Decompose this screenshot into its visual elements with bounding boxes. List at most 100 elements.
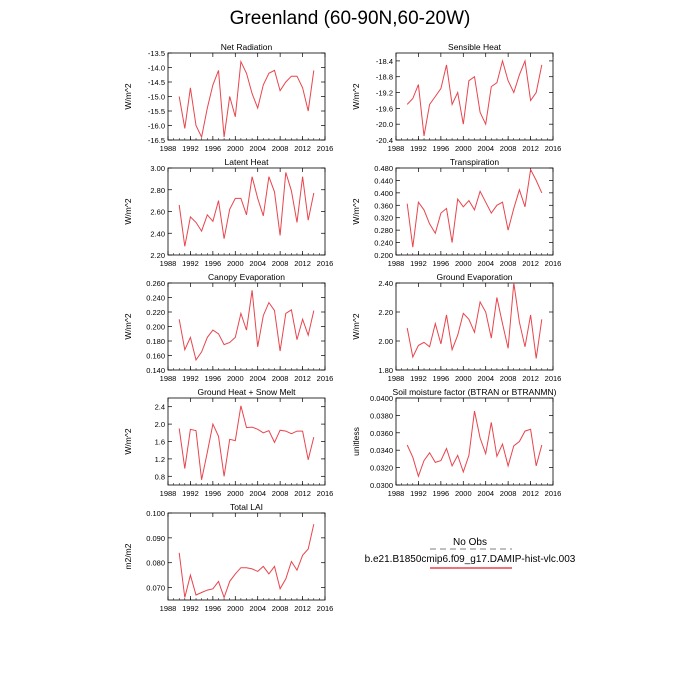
x-tick-label: 1992 bbox=[182, 259, 199, 268]
legend-label-model: b.e21.B1850cmip6.f09_g17.DAMIP-hist-vlc.… bbox=[365, 554, 576, 565]
x-tick-label: 2012 bbox=[522, 489, 539, 498]
y-axis-label: W/m^2 bbox=[123, 198, 133, 224]
panel-title: Total LAI bbox=[230, 502, 263, 512]
y-tick-label: 0.0340 bbox=[370, 446, 393, 455]
x-tick-label: 2000 bbox=[227, 604, 244, 613]
y-tick-label: -19.6 bbox=[376, 104, 393, 113]
x-tick-label: 2000 bbox=[227, 489, 244, 498]
panel-title: Sensible Heat bbox=[448, 42, 502, 52]
y-tick-label: 0.0320 bbox=[370, 464, 393, 473]
x-tick-label: 2008 bbox=[272, 604, 289, 613]
panel-1: Net Radiation W/m^2 1988 1992 1996 2000 2004 20… bbox=[123, 42, 333, 153]
panel-title: Ground Heat + Snow Melt bbox=[197, 387, 296, 397]
x-tick-label: 2004 bbox=[249, 604, 266, 613]
y-tick-label: 0.160 bbox=[146, 352, 165, 361]
x-tick-label: 2004 bbox=[249, 259, 266, 268]
x-tick-label: 2008 bbox=[500, 144, 517, 153]
x-tick-label: 1996 bbox=[205, 144, 222, 153]
y-tick-label: 1.6 bbox=[155, 438, 165, 447]
panel-title: Transpiration bbox=[450, 157, 500, 167]
y-tick-label: -20.4 bbox=[376, 136, 393, 145]
page-title: Greenland (60-90N,60-20W) bbox=[229, 8, 471, 29]
x-tick-label: 1996 bbox=[205, 489, 222, 498]
x-tick-label: 2004 bbox=[249, 374, 266, 383]
y-tick-label: 0.200 bbox=[146, 323, 165, 332]
panel-8: Soil moisture factor (BTRAN or BTRANMN) u… bbox=[351, 387, 561, 498]
panel-6: Ground Evaporation W/m^2 1988 1992 1996 2000 2… bbox=[351, 272, 561, 383]
x-tick-label: 1988 bbox=[160, 604, 177, 613]
y-tick-label: 0.240 bbox=[146, 294, 165, 303]
x-tick-label: 2012 bbox=[294, 259, 311, 268]
x-tick-label: 2016 bbox=[545, 144, 562, 153]
y-tick-label: -19.2 bbox=[376, 89, 393, 98]
series-line bbox=[178, 290, 315, 362]
panel-title: Ground Evaporation bbox=[436, 272, 512, 282]
y-tick-label: 0.400 bbox=[374, 189, 393, 198]
plot-frame bbox=[167, 282, 326, 371]
x-tick-label: 1996 bbox=[205, 259, 222, 268]
x-tick-label: 2016 bbox=[317, 374, 334, 383]
x-tick-label: 1996 bbox=[205, 374, 222, 383]
x-tick-label: 2000 bbox=[227, 259, 244, 268]
y-tick-label: 0.140 bbox=[146, 366, 165, 375]
x-tick-label: 2004 bbox=[477, 374, 494, 383]
x-tick-label: 1996 bbox=[433, 259, 450, 268]
y-axis-label: W/m^2 bbox=[351, 83, 361, 109]
x-tick-label: 1988 bbox=[160, 374, 177, 383]
y-tick-label: 2.40 bbox=[378, 279, 393, 288]
series-line bbox=[178, 59, 315, 139]
x-tick-label: 2012 bbox=[522, 259, 539, 268]
x-tick-label: 1996 bbox=[433, 489, 450, 498]
series-line bbox=[406, 168, 543, 248]
series-line bbox=[406, 410, 543, 478]
y-tick-label: 0.480 bbox=[374, 164, 393, 173]
x-tick-label: 2016 bbox=[545, 259, 562, 268]
y-tick-label: 0.200 bbox=[374, 251, 393, 260]
y-tick-label: 0.240 bbox=[374, 239, 393, 248]
series-line bbox=[178, 524, 315, 600]
series-line bbox=[406, 58, 543, 137]
x-tick-label: 2000 bbox=[227, 144, 244, 153]
x-tick-label: 1992 bbox=[182, 144, 199, 153]
y-tick-label: 0.080 bbox=[146, 559, 165, 568]
y-tick-label: 2.60 bbox=[150, 208, 165, 217]
y-tick-label: -16.0 bbox=[148, 122, 165, 131]
y-tick-label: 0.090 bbox=[146, 534, 165, 543]
y-tick-label: 0.0360 bbox=[370, 429, 393, 438]
x-tick-label: 2012 bbox=[294, 604, 311, 613]
x-tick-label: 2012 bbox=[522, 144, 539, 153]
y-tick-label: 0.100 bbox=[146, 509, 165, 518]
panel-3: Latent Heat W/m^2 1988 1992 1996 2000 2004 2008… bbox=[123, 157, 333, 268]
x-tick-label: 2008 bbox=[272, 489, 289, 498]
y-tick-label: 2.00 bbox=[378, 337, 393, 346]
y-tick-label: 0.440 bbox=[374, 176, 393, 185]
x-tick-label: 2008 bbox=[272, 144, 289, 153]
x-tick-label: 2016 bbox=[317, 489, 334, 498]
x-tick-label: 1992 bbox=[410, 259, 427, 268]
panel-5: Canopy Evaporation W/m^2 1988 1992 1996 2000 2… bbox=[123, 272, 333, 383]
y-tick-label: 2.20 bbox=[150, 251, 165, 260]
x-tick-label: 2016 bbox=[545, 374, 562, 383]
y-axis-label: W/m^2 bbox=[123, 313, 133, 339]
x-tick-label: 1996 bbox=[205, 604, 222, 613]
y-tick-label: 2.0 bbox=[155, 420, 165, 429]
series-line bbox=[406, 282, 543, 359]
plot-frame bbox=[167, 512, 326, 601]
x-tick-label: 2008 bbox=[272, 374, 289, 383]
x-tick-label: 2016 bbox=[545, 489, 562, 498]
y-axis-label: W/m^2 bbox=[123, 83, 133, 109]
x-tick-label: 1988 bbox=[388, 144, 405, 153]
panel-7: Ground Heat + Snow Melt W/m^2 1988 1992 1996… bbox=[123, 387, 333, 498]
plot-frame bbox=[395, 167, 554, 256]
x-tick-label: 2008 bbox=[500, 374, 517, 383]
x-tick-label: 1988 bbox=[388, 259, 405, 268]
x-tick-label: 1996 bbox=[433, 144, 450, 153]
x-tick-label: 1996 bbox=[433, 374, 450, 383]
y-tick-label: 1.2 bbox=[155, 455, 165, 464]
panel-title: Soil moisture factor (BTRAN or BTRANMN) bbox=[393, 387, 557, 397]
x-tick-label: 1988 bbox=[160, 259, 177, 268]
x-tick-label: 2004 bbox=[249, 489, 266, 498]
y-tick-label: -13.5 bbox=[148, 49, 165, 58]
x-tick-label: 1992 bbox=[410, 489, 427, 498]
